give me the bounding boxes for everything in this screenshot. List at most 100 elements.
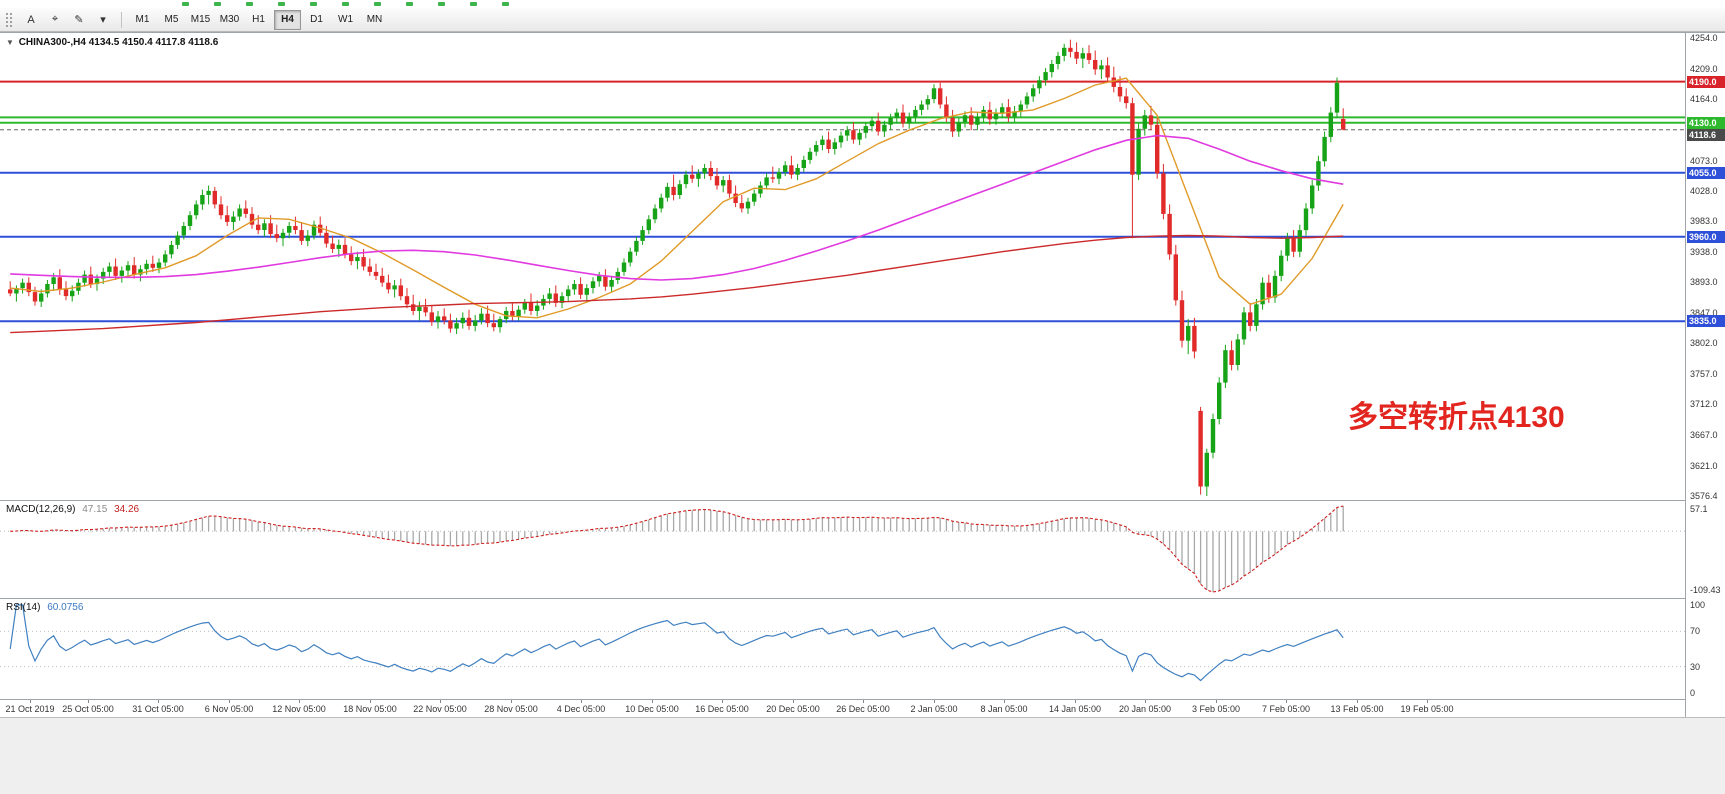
macd-label: MACD(12,26,9) bbox=[6, 504, 76, 515]
candle bbox=[262, 223, 267, 230]
candle bbox=[280, 232, 286, 239]
timeframe-button-m15[interactable]: M15 bbox=[190, 14, 211, 25]
rsi-scale-label: 0 bbox=[1690, 688, 1696, 698]
price-axis-label: 3983.0 bbox=[1690, 216, 1718, 226]
price-axis-label: 4209.0 bbox=[1690, 64, 1718, 74]
dropdown-arrow-icon[interactable]: ▾ bbox=[100, 14, 106, 26]
time-axis[interactable]: 21 Oct 2019 25 Oct 05:00 31 Oct 05:00 6 Nov… bbox=[0, 700, 1725, 717]
price-axis-label: 3802.0 bbox=[1690, 338, 1718, 348]
candle bbox=[758, 185, 763, 194]
panel-separator[interactable] bbox=[0, 500, 1725, 501]
time-axis-label: 16 Dec 05:00 bbox=[695, 704, 749, 714]
candle bbox=[318, 224, 323, 233]
timeframe-button-d1[interactable]: D1 bbox=[310, 14, 323, 25]
time-axis-label: 20 Jan 05:00 bbox=[1118, 704, 1172, 714]
price-chart-plot[interactable] bbox=[0, 33, 1686, 500]
candle bbox=[175, 235, 180, 245]
candle bbox=[398, 285, 403, 297]
candle bbox=[925, 99, 930, 105]
price-axis-label: 3712.0 bbox=[1690, 399, 1718, 409]
timeframe-button-w1[interactable]: W1 bbox=[338, 14, 353, 25]
clipped-icon-mark bbox=[214, 2, 221, 6]
time-axis-tick bbox=[793, 700, 794, 703]
time-axis-label: 18 Nov 05:00 bbox=[343, 704, 397, 714]
timeframe-button-h4[interactable]: H4 bbox=[274, 9, 301, 30]
time-axis-label: 13 Feb 05:00 bbox=[1330, 704, 1384, 714]
text-label-icon[interactable]: A bbox=[27, 13, 35, 26]
time-axis-label: 20 Dec 05:00 bbox=[766, 704, 820, 714]
candle bbox=[1260, 282, 1265, 305]
candle bbox=[1285, 238, 1290, 256]
candle bbox=[429, 312, 434, 322]
panel-separator[interactable] bbox=[0, 598, 1725, 599]
candle bbox=[1223, 350, 1228, 383]
level-lines bbox=[0, 80, 1686, 323]
toolbar-grip-handle[interactable] bbox=[5, 11, 14, 28]
candle bbox=[1210, 419, 1216, 453]
window-bottom-area bbox=[0, 717, 1725, 794]
candle bbox=[504, 311, 509, 320]
candle bbox=[931, 88, 937, 100]
rsi-indicator-plot[interactable] bbox=[0, 599, 1686, 699]
candle bbox=[1074, 51, 1079, 59]
timeframe-button-m5[interactable]: M5 bbox=[164, 14, 179, 25]
drawing-tools-group: A ⌖ ✎ ▾ bbox=[19, 10, 115, 30]
candle bbox=[956, 122, 961, 132]
candle bbox=[1272, 275, 1278, 298]
candle bbox=[1266, 282, 1271, 298]
candle bbox=[448, 320, 453, 329]
candle bbox=[1086, 53, 1092, 60]
candle bbox=[634, 240, 639, 252]
price-axis[interactable]: 4254.04209.04164.04119.04073.04028.03983… bbox=[1686, 33, 1725, 700]
clipped-icon-mark bbox=[246, 2, 253, 6]
candle bbox=[665, 186, 670, 198]
candle bbox=[1099, 65, 1104, 70]
candle bbox=[572, 284, 577, 290]
candle bbox=[944, 104, 949, 118]
chart-menu-icon[interactable]: ▼ bbox=[6, 38, 14, 47]
time-axis-label: 28 Nov 05:00 bbox=[484, 704, 538, 714]
candle bbox=[380, 275, 385, 283]
candle bbox=[1155, 124, 1160, 174]
candles bbox=[8, 39, 1346, 496]
macd-indicator-plot[interactable] bbox=[0, 501, 1686, 598]
timeframe-button-mn[interactable]: MN bbox=[366, 14, 383, 25]
candle bbox=[249, 213, 255, 225]
chart-toolbar: A ⌖ ✎ ▾ M1 M5 M15 M30 H1 H4 D1 W1 MN bbox=[0, 8, 1725, 32]
candle bbox=[311, 224, 317, 236]
candle bbox=[454, 323, 459, 329]
candle bbox=[553, 293, 558, 303]
draw-tools-icon[interactable]: ✎ bbox=[74, 14, 84, 26]
time-axis-tick bbox=[229, 700, 230, 703]
candle bbox=[1303, 208, 1309, 231]
price-axis-label: 3938.0 bbox=[1690, 247, 1718, 257]
candle bbox=[169, 244, 174, 255]
candle bbox=[764, 177, 769, 186]
rsi-header: RSI(14) 60.0756 bbox=[6, 602, 83, 613]
time-axis-tick bbox=[1357, 700, 1358, 703]
candle bbox=[287, 226, 292, 233]
clipped-icon-mark bbox=[182, 2, 189, 6]
candle bbox=[231, 216, 236, 222]
crosshair-icon[interactable]: ⌖ bbox=[51, 13, 59, 25]
timeframe-button-m1[interactable]: M1 bbox=[135, 14, 150, 25]
clipped-icon-mark bbox=[438, 2, 445, 6]
chart-symbol-timeframe: CHINA300-,H4 bbox=[18, 37, 86, 48]
candle bbox=[869, 120, 875, 127]
candle bbox=[597, 275, 602, 282]
price-badge: 4130.0 bbox=[1687, 117, 1725, 129]
candle bbox=[801, 159, 806, 168]
timeframe-button-m30[interactable]: M30 bbox=[219, 14, 240, 25]
time-axis-tick bbox=[299, 700, 300, 703]
candle bbox=[367, 266, 372, 272]
clipped-icon-mark bbox=[406, 2, 413, 6]
price-badge: 4055.0 bbox=[1687, 167, 1725, 179]
candle bbox=[299, 230, 304, 241]
panel-separator bbox=[0, 32, 1725, 33]
candle bbox=[1217, 382, 1222, 419]
candle bbox=[659, 197, 664, 209]
candle bbox=[888, 118, 893, 125]
candle bbox=[1297, 230, 1302, 252]
timeframe-button-h1[interactable]: H1 bbox=[252, 14, 265, 25]
annotation-text[interactable]: 多空转折点4130 bbox=[1348, 401, 1565, 434]
